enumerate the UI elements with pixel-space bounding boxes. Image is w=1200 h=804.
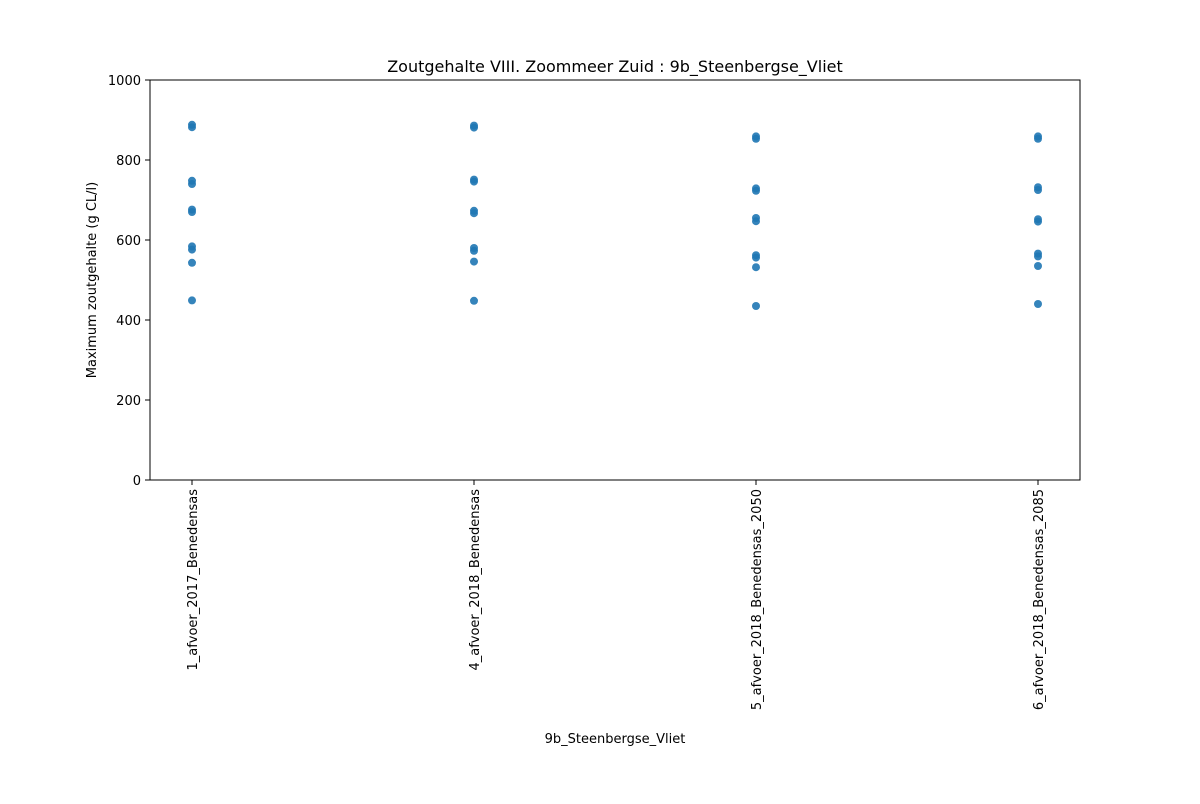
x-tick-label: 6_afvoer_2018_Benedensas_2085: [1032, 489, 1047, 710]
chart-title: Zoutgehalte VIII. Zoommeer Zuid : 9b_Ste…: [387, 57, 843, 77]
data-point: [470, 244, 478, 252]
data-point: [188, 120, 196, 129]
data-point: [1034, 215, 1042, 224]
data-point: [1034, 249, 1042, 258]
data-point: [470, 121, 478, 130]
x-tick-label: 5_afvoer_2018_Benedensas_2050: [750, 489, 765, 710]
data-point: [752, 263, 760, 272]
data-point: [752, 184, 760, 193]
y-axis-label: Maximum zoutgehalte (g CL/l): [85, 182, 100, 378]
plot-area-frame: [149, 79, 1081, 481]
y-tick-label: 600: [116, 234, 141, 249]
data-point: [470, 175, 478, 184]
data-point: [752, 251, 760, 260]
data-point: [1034, 300, 1042, 308]
y-tick-label: 0: [133, 474, 141, 489]
data-point: [470, 206, 478, 215]
x-tick-label: 1_afvoer_2017_Benedensas: [186, 489, 201, 671]
x-axis-label: 9b_Steenbergse_Vliet: [545, 732, 686, 747]
data-point: [188, 242, 196, 251]
data-point: [188, 205, 196, 214]
data-point: [1034, 183, 1042, 192]
y-tick-label: 1000: [108, 74, 141, 89]
data-point: [752, 132, 760, 141]
data-point: [752, 302, 760, 310]
x-tick-label: 4_afvoer_2018_Benedensas: [468, 489, 483, 671]
data-point: [1034, 132, 1042, 141]
data-point: [188, 176, 196, 185]
data-point: [470, 257, 478, 266]
y-tick-label: 200: [116, 394, 141, 409]
y-tick-label: 800: [116, 154, 141, 169]
data-point: [470, 296, 478, 305]
data-point: [752, 214, 760, 222]
data-point: [1034, 262, 1042, 270]
y-tick-label: 400: [116, 314, 141, 329]
data-point: [188, 296, 196, 305]
data-point: [188, 258, 196, 267]
